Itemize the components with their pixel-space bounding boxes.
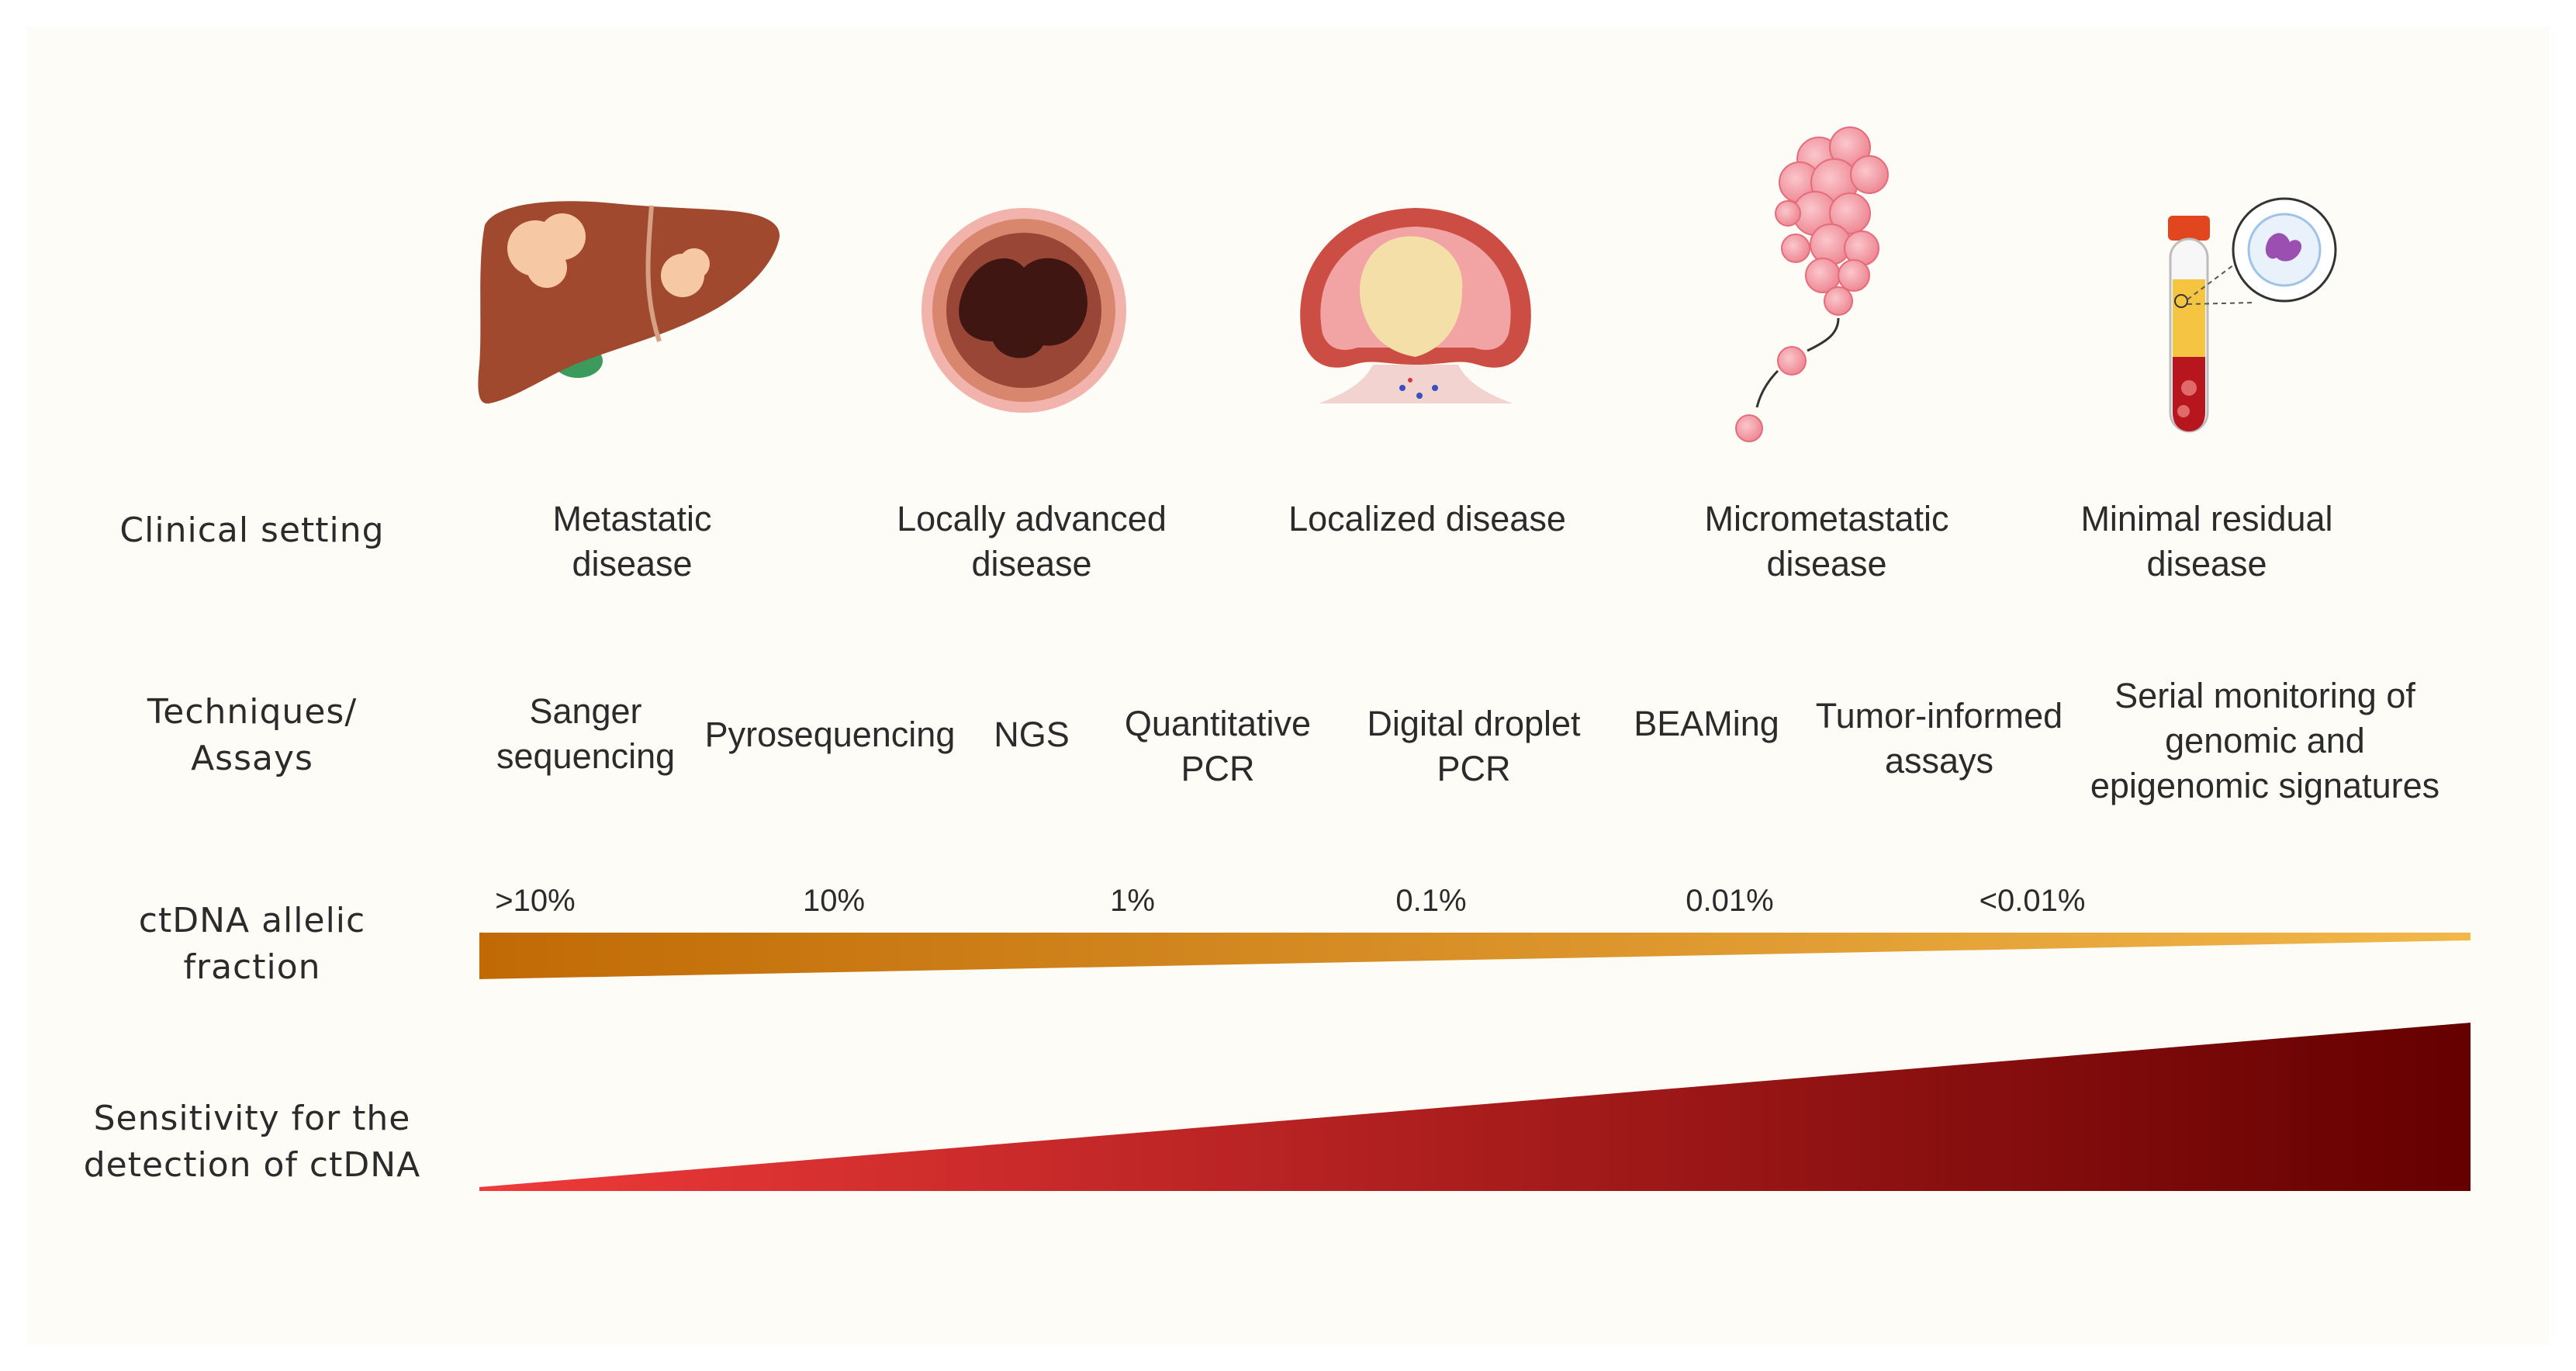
- clinical-setting-micrometastatic: Micrometastatic disease: [1704, 499, 1949, 583]
- allelic-fraction-label: 0.01%: [1686, 884, 1774, 918]
- technique-ngs: NGS: [994, 715, 1070, 754]
- liver-with-metastases-icon: [478, 201, 780, 404]
- row-label-techniques: Techniques/ Assays: [147, 692, 358, 778]
- technique-beaming: BEAMing: [1634, 704, 1779, 743]
- row-label-allelic-fraction: ctDNA allelic fraction: [138, 901, 366, 987]
- technique-tumor-informed: Tumor-informed assays: [1815, 696, 2063, 781]
- clinical-setting-locally-advanced: Locally advanced disease: [897, 499, 1167, 583]
- locally-advanced-tumor-icon: [921, 208, 1126, 413]
- clinical-setting-metastatic: Metastatic disease: [552, 499, 712, 583]
- allelic-fraction-label: >10%: [495, 884, 576, 918]
- allelic-fraction-label: <0.01%: [1979, 884, 2086, 918]
- allelic-fraction-label: 10%: [802, 884, 866, 918]
- allelic-fraction-label: 1%: [1110, 884, 1155, 918]
- clinical-setting-localized: Localized disease: [1288, 499, 1566, 538]
- micrometastasis-cluster-icon: [1735, 126, 1889, 442]
- technique-sanger: Sanger sequencing: [496, 691, 676, 776]
- technique-quantitative-pcr: Quantitative PCR: [1124, 704, 1312, 788]
- blood-tube-ctdna-icon: [2168, 197, 2337, 433]
- allelic-fraction-label: 0.1%: [1395, 884, 1467, 918]
- row-label-clinical-setting: Clinical setting: [119, 511, 385, 550]
- row-label-sensitivity: Sensitivity for the detection of ctDNA: [83, 1099, 421, 1185]
- localized-tumor-icon: [1300, 208, 1531, 403]
- allelic-fraction-wedge: [479, 933, 2471, 979]
- micrometastasis-arrows: [1755, 317, 1840, 408]
- technique-pyrosequencing: Pyrosequencing: [704, 715, 956, 754]
- technique-digital-droplet-pcr: Digital droplet PCR: [1367, 704, 1581, 788]
- technique-serial-monitoring: Serial monitoring of genomic and epigeno…: [2090, 676, 2440, 805]
- sensitivity-wedge: [479, 1023, 2471, 1191]
- clinical-setting-minimal-residual: Minimal residual disease: [2080, 499, 2333, 583]
